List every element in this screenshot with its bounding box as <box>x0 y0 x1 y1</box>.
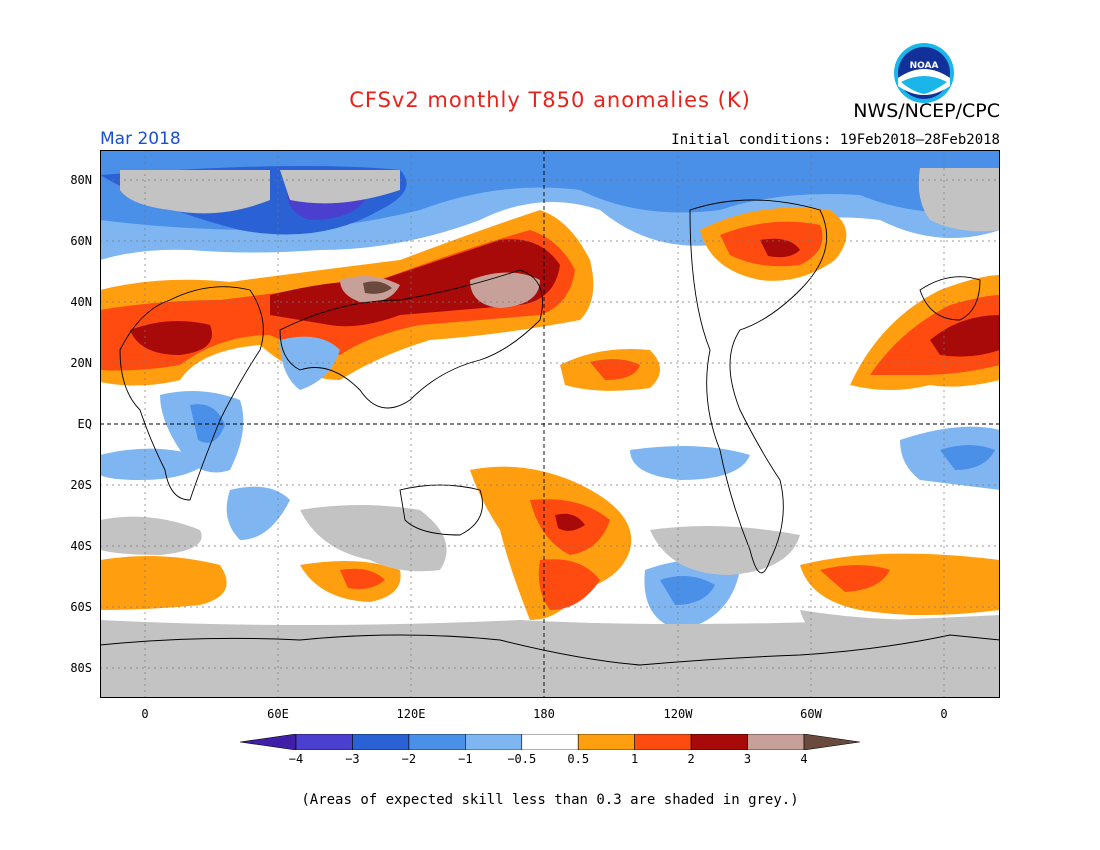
cold-anomaly-tropics <box>100 336 1000 630</box>
colorbar-label: 0.5 <box>567 752 590 766</box>
lat-label: 20S <box>70 478 92 492</box>
colorbar-label: −3 <box>345 752 360 766</box>
colorbar <box>240 734 860 750</box>
lon-label: 0 <box>940 707 948 721</box>
colorbar-segment <box>465 734 523 750</box>
lat-label: 60N <box>70 234 92 248</box>
lon-label: 60W <box>800 707 822 721</box>
coastline-antarctica <box>100 634 1000 666</box>
warm-anomaly-north-pacific <box>560 349 660 391</box>
equator-dateline <box>100 150 1000 698</box>
graticule <box>100 150 1000 698</box>
colorbar-segment <box>634 734 692 750</box>
lat-label: 40N <box>70 295 92 309</box>
lat-label: 80N <box>70 173 92 187</box>
lon-label: 60E <box>267 707 289 721</box>
colorbar-label: 3 <box>743 752 752 766</box>
colorbar-label: 1 <box>631 752 639 766</box>
colorbar-label: −1 <box>458 752 473 766</box>
warm-anomaly-southern-ocean <box>100 553 1000 615</box>
lat-label: 60S <box>70 600 92 614</box>
colorbar-label: −0.5 <box>507 752 537 766</box>
colorbar-label: −4 <box>288 752 304 766</box>
lat-label: 40S <box>70 539 92 553</box>
colorbar-segment <box>352 734 410 750</box>
warm-anomaly-eurasia <box>100 210 594 386</box>
lon-label: 0 <box>141 707 149 721</box>
svg-text:NOAA: NOAA <box>910 61 939 71</box>
colorbar-segment <box>803 734 860 750</box>
colorbar-segment <box>521 734 579 750</box>
low-skill-areas-south <box>100 505 1000 698</box>
warm-anomaly-north-america <box>700 207 847 281</box>
lat-label: 80S <box>70 661 92 675</box>
lat-label: 20N <box>70 356 92 370</box>
colorbar-segment <box>690 734 748 750</box>
map-title: CFSv2 monthly T850 anomalies (K) <box>349 88 751 112</box>
skill-footnote: (Areas of expected skill less than 0.3 a… <box>301 792 799 808</box>
colorbar-segment <box>240 734 297 750</box>
lon-label: 180 <box>533 707 555 721</box>
colorbar-segment <box>747 734 805 750</box>
colorbar-label: 2 <box>687 752 695 766</box>
colorbar-label: −2 <box>401 752 417 766</box>
low-skill-areas-north <box>120 168 1000 232</box>
coastlines <box>119 199 981 574</box>
colorbar-label: 4 <box>800 752 808 766</box>
noaa-logo: NOAA <box>894 43 954 103</box>
agency-label: NWS/NCEP/CPC <box>853 100 1000 122</box>
lon-label: 120E <box>396 707 426 721</box>
colorbar-segment <box>295 734 353 750</box>
anomaly-map <box>100 150 1000 698</box>
warm-anomaly-south-pacific <box>470 466 632 620</box>
lat-label: EQ <box>77 417 92 431</box>
colorbar-segment <box>577 734 635 750</box>
colorbar-segment <box>408 734 466 750</box>
lon-label: 120W <box>663 707 693 721</box>
initial-conditions: Initial conditions: 19Feb2018–28Feb2018 <box>671 132 1000 148</box>
forecast-month: Mar 2018 <box>100 129 181 149</box>
